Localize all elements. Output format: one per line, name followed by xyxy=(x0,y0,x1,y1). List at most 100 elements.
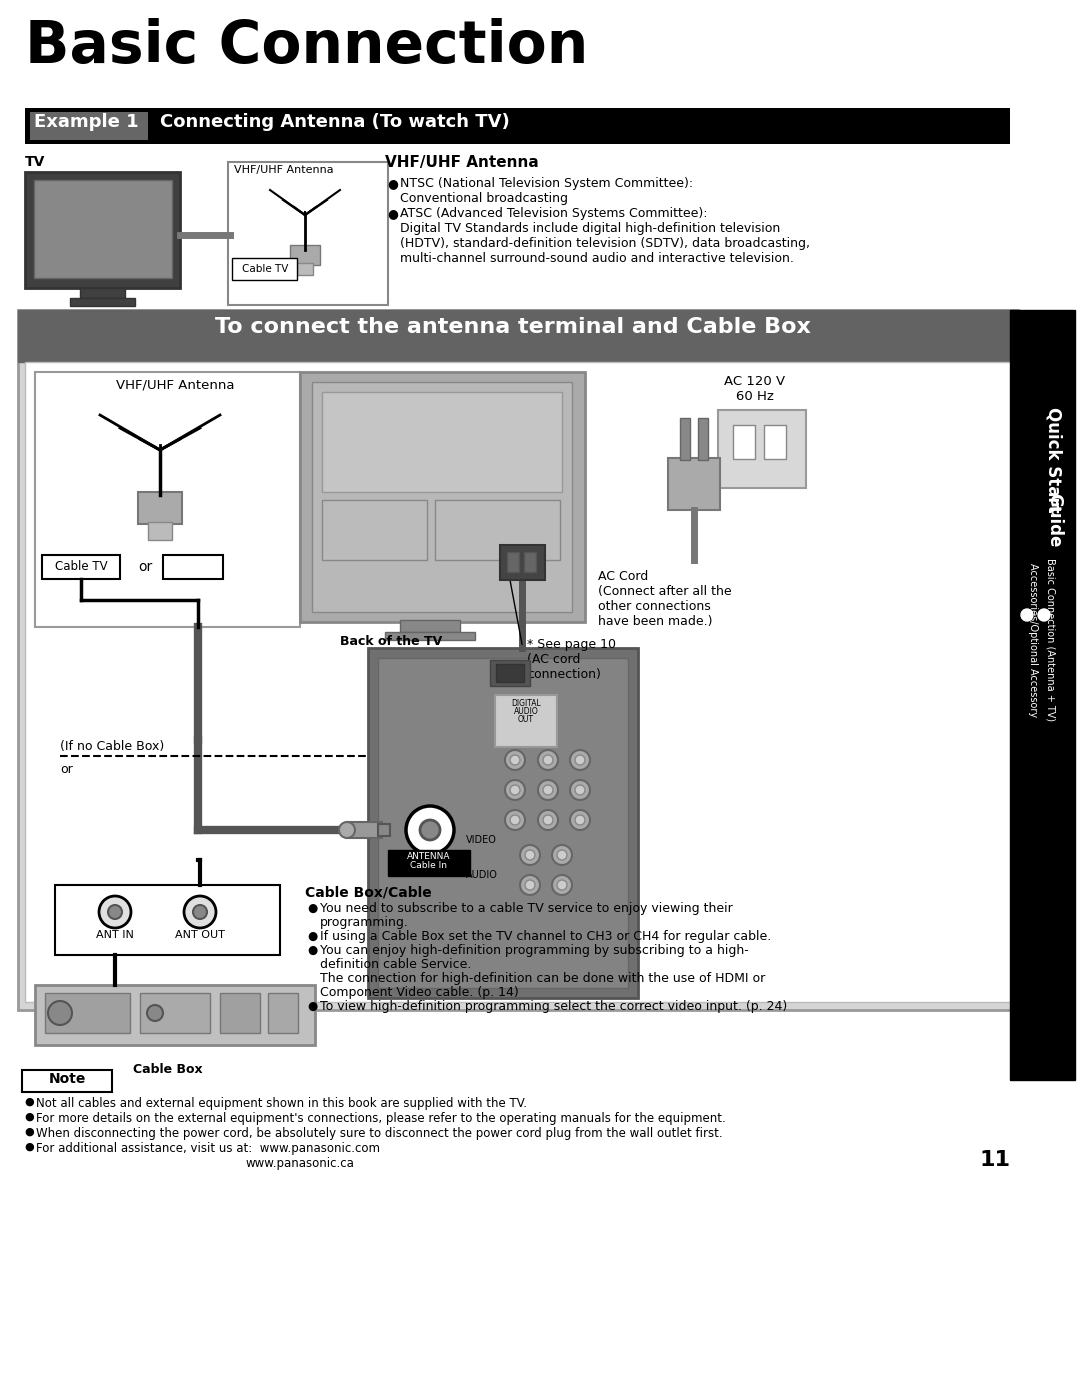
Circle shape xyxy=(557,849,567,861)
Text: TV: TV xyxy=(25,155,45,169)
Circle shape xyxy=(184,895,216,928)
Text: Cable In: Cable In xyxy=(410,861,447,870)
Text: ●: ● xyxy=(24,1141,33,1153)
Text: Cable TV: Cable TV xyxy=(242,264,288,274)
Text: Basic Connection: Basic Connection xyxy=(25,18,589,75)
Text: Component Video cable. (p. 14): Component Video cable. (p. 14) xyxy=(320,986,518,999)
Bar xyxy=(669,458,720,510)
Text: AC 120 V
60 Hz: AC 120 V 60 Hz xyxy=(725,374,785,402)
Text: If using a Cable Box set the TV channel to CH3 or CH4 for regular cable.: If using a Cable Box set the TV channel … xyxy=(320,930,771,943)
Bar xyxy=(378,658,627,988)
Text: ANT IN: ANT IN xyxy=(96,930,134,940)
Bar xyxy=(25,172,180,288)
Text: ●: ● xyxy=(24,1112,33,1122)
Bar xyxy=(297,263,313,275)
Bar xyxy=(384,631,475,640)
Bar xyxy=(163,555,222,578)
Text: ANT OUT: ANT OUT xyxy=(175,930,225,940)
Text: ANTENNA: ANTENNA xyxy=(407,852,450,861)
Text: VHF/UHF Antenna: VHF/UHF Antenna xyxy=(116,379,234,391)
Text: ATSC (Advanced Television Systems Committee):: ATSC (Advanced Television Systems Commit… xyxy=(400,207,707,219)
Text: Back of the TV: Back of the TV xyxy=(340,636,442,648)
Text: NTSC (National Television System Committee):: NTSC (National Television System Committ… xyxy=(400,177,693,190)
Bar xyxy=(18,310,1018,362)
Circle shape xyxy=(538,810,558,830)
Bar xyxy=(45,993,130,1032)
Text: or: or xyxy=(138,560,152,574)
Bar xyxy=(698,418,708,460)
Text: You can enjoy high-definition programming by subscribing to a high-: You can enjoy high-definition programmin… xyxy=(320,944,748,957)
Bar xyxy=(30,112,148,140)
Text: ●: ● xyxy=(24,1127,33,1137)
Text: Note: Note xyxy=(49,1071,85,1085)
Text: Basic Connection (Antenna + TV): Basic Connection (Antenna + TV) xyxy=(1045,559,1055,722)
Circle shape xyxy=(525,880,535,890)
Circle shape xyxy=(552,875,572,895)
Circle shape xyxy=(108,905,122,919)
Text: VHF/UHF Antenna: VHF/UHF Antenna xyxy=(384,155,539,170)
Circle shape xyxy=(505,780,525,800)
Text: www.panasonic.ca: www.panasonic.ca xyxy=(245,1157,354,1171)
Text: AUDIO: AUDIO xyxy=(514,707,538,717)
Circle shape xyxy=(543,754,553,766)
Bar xyxy=(718,409,806,488)
Bar xyxy=(228,162,388,305)
Text: Guide: Guide xyxy=(1045,493,1063,548)
Circle shape xyxy=(570,780,590,800)
Text: (HDTV), standard-definition television (SDTV), data broadcasting,: (HDTV), standard-definition television (… xyxy=(400,237,810,250)
Text: or: or xyxy=(60,763,72,775)
Circle shape xyxy=(570,810,590,830)
Text: * See page 10
(AC cord
connection): * See page 10 (AC cord connection) xyxy=(527,638,616,680)
Circle shape xyxy=(1038,609,1050,622)
Bar xyxy=(500,545,545,580)
Bar xyxy=(435,500,561,560)
Bar xyxy=(70,298,135,306)
Bar xyxy=(33,180,172,278)
Circle shape xyxy=(570,750,590,770)
Bar xyxy=(524,552,536,571)
Circle shape xyxy=(575,814,585,826)
Circle shape xyxy=(505,750,525,770)
Bar xyxy=(140,993,210,1032)
Bar xyxy=(18,310,1018,1010)
Bar xyxy=(35,372,300,627)
Text: ●: ● xyxy=(307,944,318,957)
Text: You need to subscribe to a cable TV service to enjoy viewing their: You need to subscribe to a cable TV serv… xyxy=(320,902,732,915)
Text: DIGITAL: DIGITAL xyxy=(511,698,541,708)
Text: ●: ● xyxy=(307,930,318,943)
Circle shape xyxy=(510,754,519,766)
Text: ●: ● xyxy=(307,902,318,915)
Circle shape xyxy=(575,754,585,766)
Circle shape xyxy=(193,905,207,919)
Text: multi-channel surround-sound audio and interactive television.: multi-channel surround-sound audio and i… xyxy=(400,251,794,265)
Circle shape xyxy=(538,750,558,770)
Text: Cable TV: Cable TV xyxy=(55,560,107,574)
Circle shape xyxy=(420,820,440,840)
Text: VIDEO: VIDEO xyxy=(465,835,497,845)
Circle shape xyxy=(510,785,519,795)
Text: Conventional broadcasting: Conventional broadcasting xyxy=(400,191,568,205)
Bar xyxy=(1010,310,1075,1080)
Text: Example 1: Example 1 xyxy=(33,113,138,131)
Bar xyxy=(388,849,470,876)
Text: For more details on the external equipment's connections, please refer to the op: For more details on the external equipme… xyxy=(36,1112,726,1125)
Circle shape xyxy=(406,806,454,854)
Bar xyxy=(80,288,125,298)
Circle shape xyxy=(543,814,553,826)
Text: ●: ● xyxy=(387,207,397,219)
Circle shape xyxy=(99,895,131,928)
Bar xyxy=(291,244,320,265)
Bar xyxy=(42,555,120,578)
Text: The connection for high-definition can be done with the use of HDMI or: The connection for high-definition can b… xyxy=(320,972,766,985)
Text: AC Cord
(Connect after all the
other connections
have been made.): AC Cord (Connect after all the other con… xyxy=(598,570,731,629)
Text: Digital TV Standards include digital high-definition television: Digital TV Standards include digital hig… xyxy=(400,222,780,235)
Bar xyxy=(22,1070,112,1092)
Text: ●: ● xyxy=(307,1000,318,1013)
Bar xyxy=(347,821,382,838)
Circle shape xyxy=(575,785,585,795)
Text: Accessories/Optional Accessory: Accessories/Optional Accessory xyxy=(1028,563,1038,717)
Text: (If no Cable Box): (If no Cable Box) xyxy=(60,740,164,753)
Bar xyxy=(35,985,315,1045)
Text: programming.: programming. xyxy=(320,916,409,929)
Text: definition cable Service.: definition cable Service. xyxy=(320,958,471,971)
